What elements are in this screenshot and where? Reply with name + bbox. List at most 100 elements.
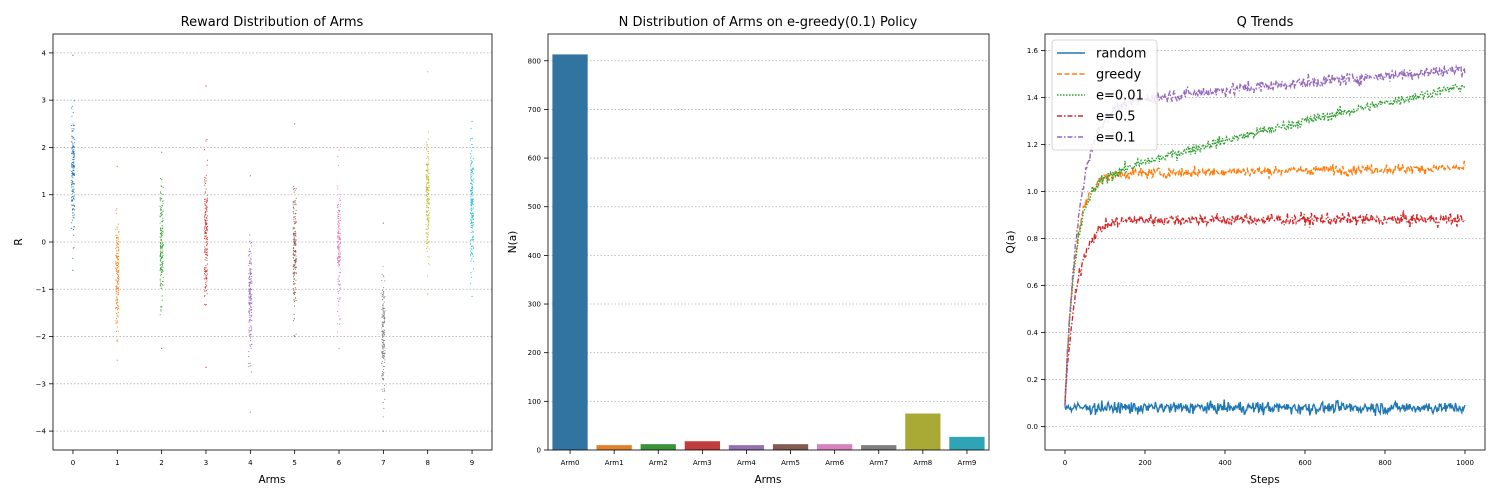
scatter-point (250, 259, 252, 261)
scatter-point (117, 277, 119, 280)
scatter-point (425, 189, 427, 191)
scatter-point (293, 299, 295, 301)
scatter-point (73, 155, 75, 157)
scatter-point (338, 292, 340, 294)
scatter-point (116, 235, 118, 237)
scatter-point (160, 233, 162, 235)
scatter-point (115, 228, 117, 230)
scatter-point (250, 263, 252, 265)
scatter-point (337, 283, 339, 285)
scatter-point (295, 243, 297, 245)
scatter-point (383, 344, 385, 346)
scatter-point (339, 254, 341, 256)
scatter-point (250, 294, 252, 296)
scatter-point (73, 217, 75, 219)
scatter-point (470, 223, 472, 225)
scatter-point (116, 283, 119, 285)
scatter-point (204, 182, 207, 184)
y-axis-label: Q(a) (1005, 231, 1017, 254)
scatter-point (382, 321, 385, 323)
scatter-point (383, 407, 385, 409)
scatter-point (293, 250, 295, 253)
scatter-point (162, 284, 164, 286)
scatter-point (159, 255, 161, 257)
scatter-point (117, 272, 119, 274)
scatter-point (251, 320, 253, 322)
scatter-point (382, 313, 384, 315)
scatter-point (426, 191, 428, 193)
series-line-random (1064, 399, 1466, 416)
scatter-point (118, 283, 120, 285)
scatter-point (472, 268, 474, 270)
scatter-point (293, 244, 295, 246)
scatter-point (205, 303, 207, 306)
scatter-point (337, 216, 339, 218)
scatter-point (249, 175, 251, 177)
scatter-point (470, 165, 472, 167)
legend-label: random (1096, 47, 1146, 62)
scatter-point (470, 247, 472, 249)
scatter-point (72, 208, 74, 210)
scatter-point (159, 256, 161, 258)
scatter-point (115, 287, 117, 289)
scatter-point (382, 321, 384, 323)
y-ticks: 4 3 2 1 0 −1 −2 −3 −4 (36, 49, 53, 436)
scatter-point (73, 196, 75, 198)
scatter-point (292, 204, 294, 206)
scatter-point (427, 189, 429, 191)
scatter-point (338, 225, 340, 227)
scatter-point (384, 347, 386, 349)
scatter-point (383, 355, 385, 357)
scatter-point (336, 223, 338, 225)
scatter-point (293, 275, 295, 277)
scatter-point (382, 291, 384, 293)
scatter-point (250, 318, 252, 320)
scatter-point (292, 212, 294, 214)
scatter-point (205, 238, 207, 240)
scatter-point (72, 158, 74, 160)
scatter-point (294, 223, 296, 225)
scatter-point (470, 203, 472, 205)
scatter-point (72, 125, 75, 127)
scatter-point (382, 401, 384, 403)
scatter-point (249, 262, 251, 264)
scatter-point (116, 208, 118, 210)
scatter-point (471, 221, 473, 223)
scatter-point (72, 182, 74, 184)
scatter-point (249, 298, 251, 300)
scatter-point (383, 297, 385, 299)
scatter-point (426, 200, 428, 202)
scatter-point (116, 262, 118, 264)
scatter-point (249, 283, 251, 285)
scatter-point (115, 248, 117, 250)
series-line-e-0-01 (1064, 81, 1466, 405)
scatter-point (71, 219, 73, 221)
scatter-point (425, 191, 427, 193)
scatter-point (337, 204, 340, 206)
scatter-point (382, 378, 384, 380)
scatter-point (338, 252, 340, 254)
scatter-point (382, 372, 384, 374)
scatter-point (470, 150, 472, 152)
scatter-point (73, 214, 76, 216)
scatter-point (426, 243, 428, 245)
scatter-point (428, 177, 430, 179)
x-tick-label: 200 (1138, 459, 1151, 467)
scatter-point (248, 282, 250, 284)
scatter-point (72, 215, 74, 217)
scatter-point (206, 228, 208, 230)
scatter-point (249, 304, 251, 306)
scatter-point (115, 267, 117, 269)
scatter-point (73, 197, 75, 199)
scatter-point (116, 258, 118, 260)
scatter-point (248, 295, 250, 297)
scatter-point (472, 137, 474, 139)
scatter-point (292, 287, 294, 290)
scatter-point (293, 185, 295, 188)
scatter-point (249, 292, 251, 294)
scatter-point (381, 273, 383, 275)
scatter-point (160, 306, 162, 308)
scatter-point (384, 352, 386, 354)
scatter-point (72, 186, 74, 188)
scatter-point (425, 174, 427, 176)
